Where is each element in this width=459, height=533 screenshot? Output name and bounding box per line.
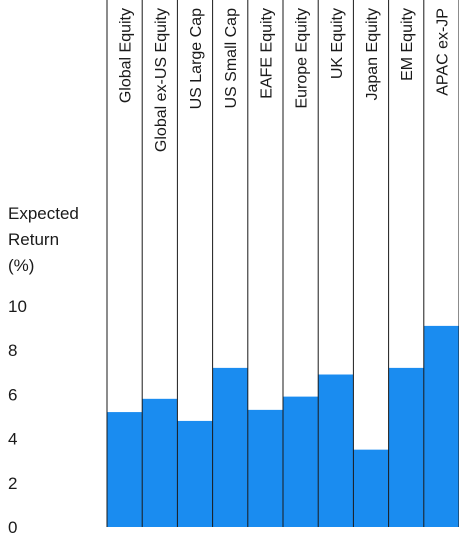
bar bbox=[177, 420, 213, 527]
category-label: APAC ex-JP bbox=[434, 8, 451, 96]
category-label: EAFE Equity bbox=[258, 8, 275, 99]
y-tick-label: 6 bbox=[8, 385, 17, 404]
y-tick-label: 4 bbox=[8, 430, 17, 449]
y-tick-label: 8 bbox=[8, 341, 17, 360]
category-label: Global ex-US Equity bbox=[153, 8, 170, 152]
y-axis-title-line: Return bbox=[8, 230, 59, 249]
y-axis-title-line: (%) bbox=[8, 256, 34, 275]
column-dividers bbox=[106, 0, 459, 527]
bar bbox=[212, 367, 248, 527]
y-tick-label: 2 bbox=[8, 474, 17, 493]
y-tick-label: 0 bbox=[8, 518, 17, 533]
bar bbox=[107, 412, 143, 527]
y-axis-title-line: Expected bbox=[8, 204, 79, 223]
category-label: Global Equity bbox=[118, 8, 135, 103]
category-labels: Global Equity Global ex-US Equity US Large… bbox=[118, 8, 452, 152]
bar bbox=[142, 398, 178, 527]
bar bbox=[283, 396, 319, 527]
category-label: EM Equity bbox=[399, 8, 416, 81]
bar bbox=[247, 409, 283, 527]
category-label: Europe Equity bbox=[294, 8, 311, 109]
bars bbox=[107, 325, 459, 527]
y-axis-title: Expected Return (%) bbox=[8, 204, 79, 275]
category-label: US Large Cap bbox=[188, 8, 205, 109]
y-tick-label: 10 bbox=[8, 297, 27, 316]
bar bbox=[318, 374, 354, 527]
category-label: Japan Equity bbox=[364, 8, 381, 101]
y-axis-ticks: 0 2 4 6 8 10 bbox=[8, 297, 27, 533]
bar bbox=[353, 449, 389, 527]
bar bbox=[388, 367, 424, 527]
category-label: UK Equity bbox=[329, 8, 346, 79]
bar bbox=[423, 325, 459, 527]
category-label: US Small Cap bbox=[223, 8, 240, 109]
